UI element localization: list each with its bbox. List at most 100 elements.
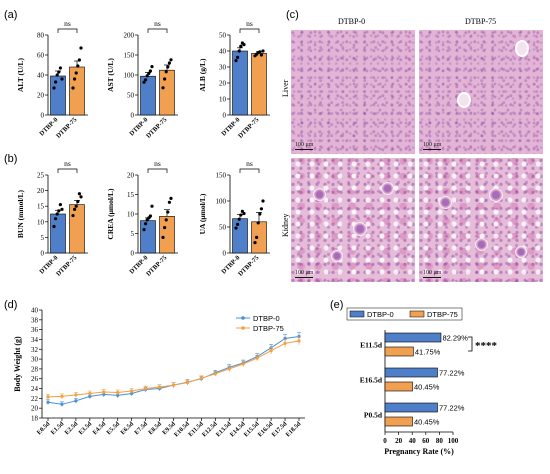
data-point xyxy=(145,74,149,78)
x-tick-label: E8.5d xyxy=(147,420,163,436)
legend-label: DTBP-0 xyxy=(367,310,394,319)
y-tick-label: 5 xyxy=(131,230,135,238)
data-point xyxy=(116,393,120,398)
y-tick-label: 20 xyxy=(31,405,39,413)
data-point xyxy=(283,341,287,345)
legend-marker xyxy=(241,326,245,330)
glomerulus xyxy=(475,238,488,251)
y-axis-label: ALT (U/L) xyxy=(16,58,25,92)
y-tick-label: 15 xyxy=(37,203,45,211)
y-tick-label: 5 xyxy=(41,234,45,242)
kidney-micrograph-dtbp-75: 100 μm xyxy=(419,158,543,282)
y-tick-label: 0 xyxy=(223,112,227,120)
data-point xyxy=(148,214,152,218)
y-tick-label: 36 xyxy=(31,326,39,334)
x-tick-label: E7.5d xyxy=(133,420,149,436)
x-tick-label: 100 xyxy=(448,437,459,445)
bar-DTBP-0 xyxy=(50,213,66,254)
data-point xyxy=(236,222,240,226)
series-line-DTBP-75 xyxy=(47,340,300,398)
panel-label-d: (d) xyxy=(4,299,17,311)
y-tick-label: 0 xyxy=(41,250,45,258)
micrograph-row-label-1: Kidney xyxy=(281,213,290,237)
y-tick-label: 10 xyxy=(127,211,135,219)
significance-label: ns xyxy=(154,19,161,28)
data-point xyxy=(57,70,61,74)
central-vein xyxy=(515,40,529,57)
legend-label: DTBP-75 xyxy=(427,310,458,319)
significance-label: **** xyxy=(475,340,498,352)
bar-DTBP-0-E16.5d xyxy=(384,367,438,378)
micrograph-col-label-0: DTBP-0 xyxy=(338,17,366,26)
y-tick-label: 100 xyxy=(216,198,227,206)
data-point xyxy=(234,226,238,230)
glomerulus xyxy=(381,182,394,195)
data-point xyxy=(150,204,154,208)
x-tick-label: DTBP-75 xyxy=(237,254,261,278)
x-tick-label: DTBP-75 xyxy=(55,116,79,140)
scale-bar xyxy=(423,277,441,278)
bar-DTBP-75-P0.5d xyxy=(384,416,413,427)
liver-micrograph-dtbp-0: 100 μm xyxy=(291,30,415,154)
data-point xyxy=(71,213,75,218)
panel-label-e: (e) xyxy=(330,299,343,311)
data-point xyxy=(144,78,148,82)
y-tick-label: 18 xyxy=(31,415,39,423)
data-point xyxy=(166,65,170,69)
data-point xyxy=(142,80,146,84)
data-point xyxy=(130,389,134,393)
data-point xyxy=(269,349,273,353)
data-point xyxy=(259,207,263,211)
category-label: E16.5d xyxy=(360,376,383,385)
x-tick-label: E5.5d xyxy=(105,420,121,436)
y-tick-label: 25 xyxy=(37,172,45,180)
data-point xyxy=(258,212,262,216)
data-point xyxy=(157,385,162,389)
y-tick-label: 0 xyxy=(223,250,227,258)
data-point xyxy=(55,212,59,216)
y-tick-label: 30 xyxy=(219,64,227,72)
x-tick-label: DTBP-75 xyxy=(145,116,169,140)
data-point xyxy=(58,66,63,70)
y-tick-label: 28 xyxy=(31,365,39,373)
bar-DTBP-0-E11.5d xyxy=(384,332,442,343)
data-point xyxy=(54,217,58,221)
data-point xyxy=(52,86,56,90)
data-point xyxy=(148,69,152,73)
data-point xyxy=(46,395,50,399)
data-point xyxy=(79,195,83,199)
x-axis-label: Pregnancy Rate (%) xyxy=(384,447,454,456)
y-tick-label: 26 xyxy=(31,375,39,383)
portal-vessel xyxy=(457,92,471,108)
y-tick-label: 20 xyxy=(219,80,227,88)
y-axis-label: ALB (g/L) xyxy=(198,58,207,92)
data-point xyxy=(242,211,246,216)
bar-value-label: 77.22% xyxy=(439,369,465,378)
y-tick-label: 20 xyxy=(37,92,45,100)
significance-bracket xyxy=(57,168,78,173)
data-point xyxy=(241,362,245,366)
scale-label: 100 μm xyxy=(295,270,314,276)
y-tick-label: 0 xyxy=(131,250,135,258)
y-tick-label: 20 xyxy=(37,187,45,195)
significance-label: ns xyxy=(246,159,253,168)
data-point xyxy=(102,390,106,394)
data-point xyxy=(236,55,240,60)
data-point xyxy=(46,400,50,404)
y-tick-label: 30 xyxy=(31,356,39,364)
significance-bracket xyxy=(468,336,473,352)
bar-DTBP-75-E16.5d xyxy=(384,381,413,392)
x-tick-label: DTBP-75 xyxy=(55,254,79,278)
y-tick-label: 150 xyxy=(216,172,227,180)
scale-bar xyxy=(423,149,441,150)
y-axis-label: AST (U/L) xyxy=(106,58,115,92)
x-tick-label: 20 xyxy=(395,437,403,445)
x-tick-label: DTBP-75 xyxy=(237,116,261,140)
significance-bracket xyxy=(147,28,168,33)
data-point xyxy=(185,381,190,385)
significance-label: ns xyxy=(64,159,71,168)
y-tick-label: 100 xyxy=(124,72,135,80)
y-tick-label: 22 xyxy=(31,395,39,403)
glomerulus xyxy=(515,246,527,258)
